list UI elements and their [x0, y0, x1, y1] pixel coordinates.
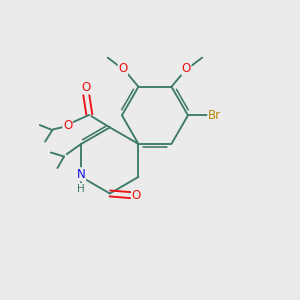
Text: H: H: [77, 184, 85, 194]
Text: N: N: [77, 168, 85, 181]
Text: O: O: [81, 81, 91, 94]
Text: Br: Br: [208, 109, 221, 122]
Text: O: O: [118, 62, 128, 75]
Text: O: O: [182, 62, 191, 75]
Text: O: O: [132, 189, 141, 202]
Text: O: O: [63, 118, 72, 132]
